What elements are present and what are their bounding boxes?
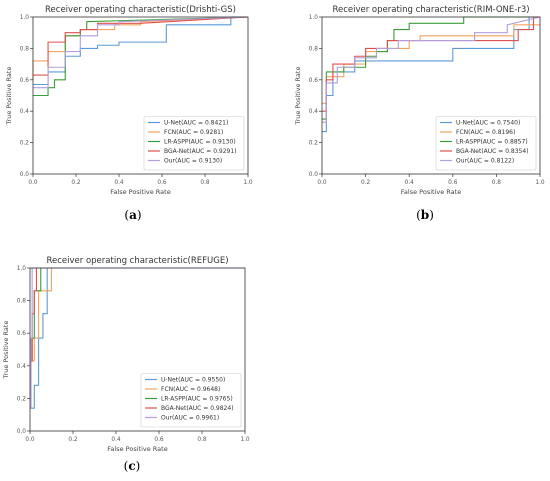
- x-tick-label: 0.2: [68, 437, 78, 443]
- caption-close-paren: ): [137, 208, 142, 222]
- roc-panel-b: Receiver operating characteristic(RIM-ON…: [294, 5, 545, 222]
- y-tick-label: 0.4: [309, 109, 319, 115]
- legend-entry: LR-ASPP(AUC = 0.9130): [164, 139, 236, 146]
- y-tick-label: 0.0: [17, 429, 27, 435]
- legend-entry: Our(AUC = 0.9130): [164, 158, 222, 165]
- y-tick-label: 0.8: [17, 299, 27, 305]
- x-tick-label: 1.0: [243, 180, 253, 186]
- y-tick-label: 0.4: [17, 364, 27, 370]
- x-tick-label: 0.2: [361, 180, 371, 186]
- x-tick-label: 0.0: [28, 180, 38, 186]
- panel-caption: (a): [124, 208, 141, 222]
- caption-letter: b: [421, 208, 429, 222]
- y-tick-label: 0.6: [17, 331, 27, 337]
- x-tick-label: 0.8: [197, 437, 207, 443]
- legend-box: [435, 116, 537, 171]
- legend: U-Net(AUC = 0.9550) FCN(AUC = 0.9648) LR-A…: [140, 373, 242, 428]
- x-tick-label: 1.0: [240, 437, 250, 443]
- x-tick-label: 0.2: [71, 180, 81, 186]
- x-tick-label: 0.8: [492, 180, 502, 186]
- plot-frame: [32, 16, 249, 175]
- legend: U-Net(AUC = 0.7540) FCN(AUC = 0.8196) LR-A…: [435, 116, 537, 171]
- legend-entry: FCN(AUC = 0.9648): [161, 386, 220, 393]
- x-tick-label: 1.0: [535, 180, 545, 186]
- y-tick-label: 0.6: [309, 78, 319, 84]
- x-tick-label: 0.6: [157, 180, 167, 186]
- y-tick-label: 0.8: [20, 46, 30, 52]
- y-tick-label: 0.2: [309, 141, 319, 147]
- legend: U-Net(AUC = 0.8421) FCN(AUC = 0.9281) LR-A…: [143, 116, 245, 171]
- legend-entry: U-Net(AUC = 0.8421): [164, 120, 228, 127]
- x-axis-label: False Positive Rate: [107, 445, 167, 453]
- series-line-4: [33, 16, 249, 76]
- roc-panel-c: Receiver operating characteristic(REFUGE…: [2, 256, 250, 473]
- x-tick-label: 0.0: [317, 180, 327, 186]
- x-axis-label: False Positive Rate: [110, 188, 170, 196]
- y-axis-label: True Positive Rate: [5, 67, 13, 126]
- y-axis-label: True Positive Rate: [2, 321, 10, 380]
- plot-frame: [321, 16, 541, 175]
- y-tick-label: 1.0: [309, 15, 319, 21]
- x-tick-label: 0.0: [25, 437, 35, 443]
- chart-title: Receiver operating characteristic(REFUGE…: [46, 256, 228, 266]
- series-line-2: [30, 267, 245, 362]
- y-axis-label: True Positive Rate: [294, 67, 302, 126]
- caption-close-paren: ): [136, 459, 141, 473]
- series-line-4: [322, 16, 540, 112]
- legend-entry: LR-ASPP(AUC = 0.9765): [161, 396, 233, 403]
- series-line-5: [322, 16, 541, 123]
- x-tick-label: 0.6: [154, 437, 164, 443]
- legend-box: [143, 116, 245, 171]
- y-tick-label: 0.4: [20, 109, 30, 115]
- legend-entry: Our(AUC = 0.8122): [456, 158, 514, 165]
- legend-entry: BGA-Net(AUC = 0.9291): [164, 148, 237, 155]
- legend-entry: LR-ASPP(AUC = 0.8857): [456, 139, 528, 146]
- y-tick-label: 0.0: [20, 172, 30, 178]
- legend-entry: FCN(AUC = 0.8196): [456, 129, 515, 136]
- chart-title: Receiver operating characteristic(Drisht…: [45, 5, 236, 15]
- x-tick-label: 0.8: [200, 180, 210, 186]
- chart-title: Receiver operating characteristic(RIM-ON…: [332, 5, 529, 15]
- caption-open-paren: (: [124, 208, 129, 222]
- x-tick-label: 0.4: [111, 437, 121, 443]
- plot-frame: [29, 267, 246, 432]
- series-line-1: [322, 16, 540, 133]
- legend-entry: FCN(AUC = 0.9281): [164, 129, 223, 136]
- y-tick-label: 0.8: [309, 46, 319, 52]
- caption-open-paren: (: [416, 208, 421, 222]
- y-tick-label: 1.0: [17, 266, 27, 272]
- legend-entry: BGA-Net(AUC = 0.8354): [456, 148, 529, 155]
- legend-entry: U-Net(AUC = 0.7540): [456, 120, 520, 127]
- series-line-5: [33, 16, 249, 89]
- series-line-3: [322, 16, 540, 120]
- series-line-4: [30, 267, 245, 362]
- y-tick-label: 0.0: [309, 172, 319, 178]
- x-tick-label: 0.4: [405, 180, 415, 186]
- x-tick-label: 0.6: [448, 180, 458, 186]
- y-tick-label: 1.0: [20, 15, 30, 21]
- panel-caption: (b): [416, 208, 434, 222]
- roc-panel-a: Receiver operating characteristic(Drisht…: [5, 5, 253, 222]
- caption-letter: a: [129, 208, 137, 222]
- caption-letter: c: [128, 459, 135, 473]
- series-line-3: [30, 267, 245, 362]
- legend-entry: Our(AUC = 0.9961): [161, 415, 219, 422]
- legend-entry: BGA-Net(AUC = 0.9824): [161, 405, 234, 412]
- y-tick-label: 0.2: [20, 141, 30, 147]
- legend-entry: U-Net(AUC = 0.9550): [161, 377, 225, 384]
- legend-box: [140, 373, 242, 428]
- series-line-1: [33, 16, 248, 86]
- x-axis-label: False Positive Rate: [401, 188, 461, 196]
- y-tick-label: 0.6: [20, 78, 30, 84]
- caption-close-paren: ): [429, 208, 434, 222]
- panel-caption: (c): [124, 459, 141, 473]
- y-tick-label: 0.2: [17, 396, 27, 402]
- x-tick-label: 0.4: [114, 180, 124, 186]
- caption-open-paren: (: [124, 459, 129, 473]
